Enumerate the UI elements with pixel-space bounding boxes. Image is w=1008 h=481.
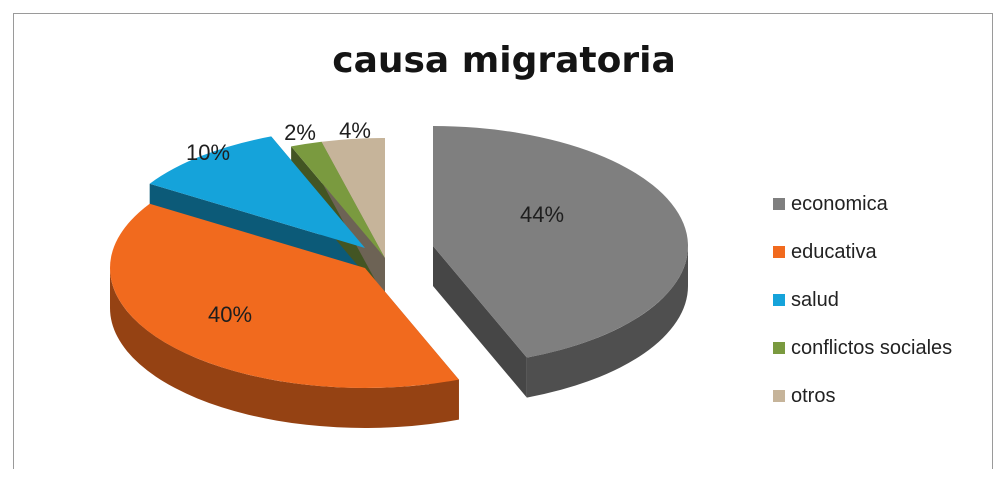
legend-swatch xyxy=(773,198,785,210)
legend-label: otros xyxy=(791,384,836,407)
data-label: 40% xyxy=(208,302,252,327)
legend-item: educativa xyxy=(773,228,952,276)
legend: economica educativa salud conflictos social… xyxy=(773,180,952,420)
data-label: 44% xyxy=(520,202,564,227)
pie-slice-salud xyxy=(149,136,365,248)
chart-title: causa migratoria xyxy=(332,40,676,81)
data-label: 4% xyxy=(339,118,371,143)
legend-label: economica xyxy=(791,192,888,215)
legend-item: salud xyxy=(773,276,952,324)
pie-slice-otros xyxy=(321,138,385,258)
legend-label: salud xyxy=(791,288,839,311)
legend-item: conflictos sociales xyxy=(773,324,952,372)
pie-slice-educativa xyxy=(109,203,459,389)
legend-swatch xyxy=(773,342,785,354)
legend-swatch xyxy=(773,246,785,258)
pie-slice-wall xyxy=(433,246,527,398)
pie-slice-conflictos-sociales xyxy=(291,141,385,258)
pie-slice-side xyxy=(526,246,688,398)
legend-swatch xyxy=(773,390,785,402)
data-label: 10% xyxy=(186,140,230,165)
legend-swatch xyxy=(773,294,785,306)
data-label: 2% xyxy=(284,120,316,145)
pie-slice-side xyxy=(110,268,459,429)
legend-label: educativa xyxy=(791,240,877,263)
legend-item: otros xyxy=(773,372,952,420)
legend-label: conflictos sociales xyxy=(791,336,953,359)
legend-item: economica xyxy=(773,180,952,228)
pie-slice-economica xyxy=(433,126,689,358)
